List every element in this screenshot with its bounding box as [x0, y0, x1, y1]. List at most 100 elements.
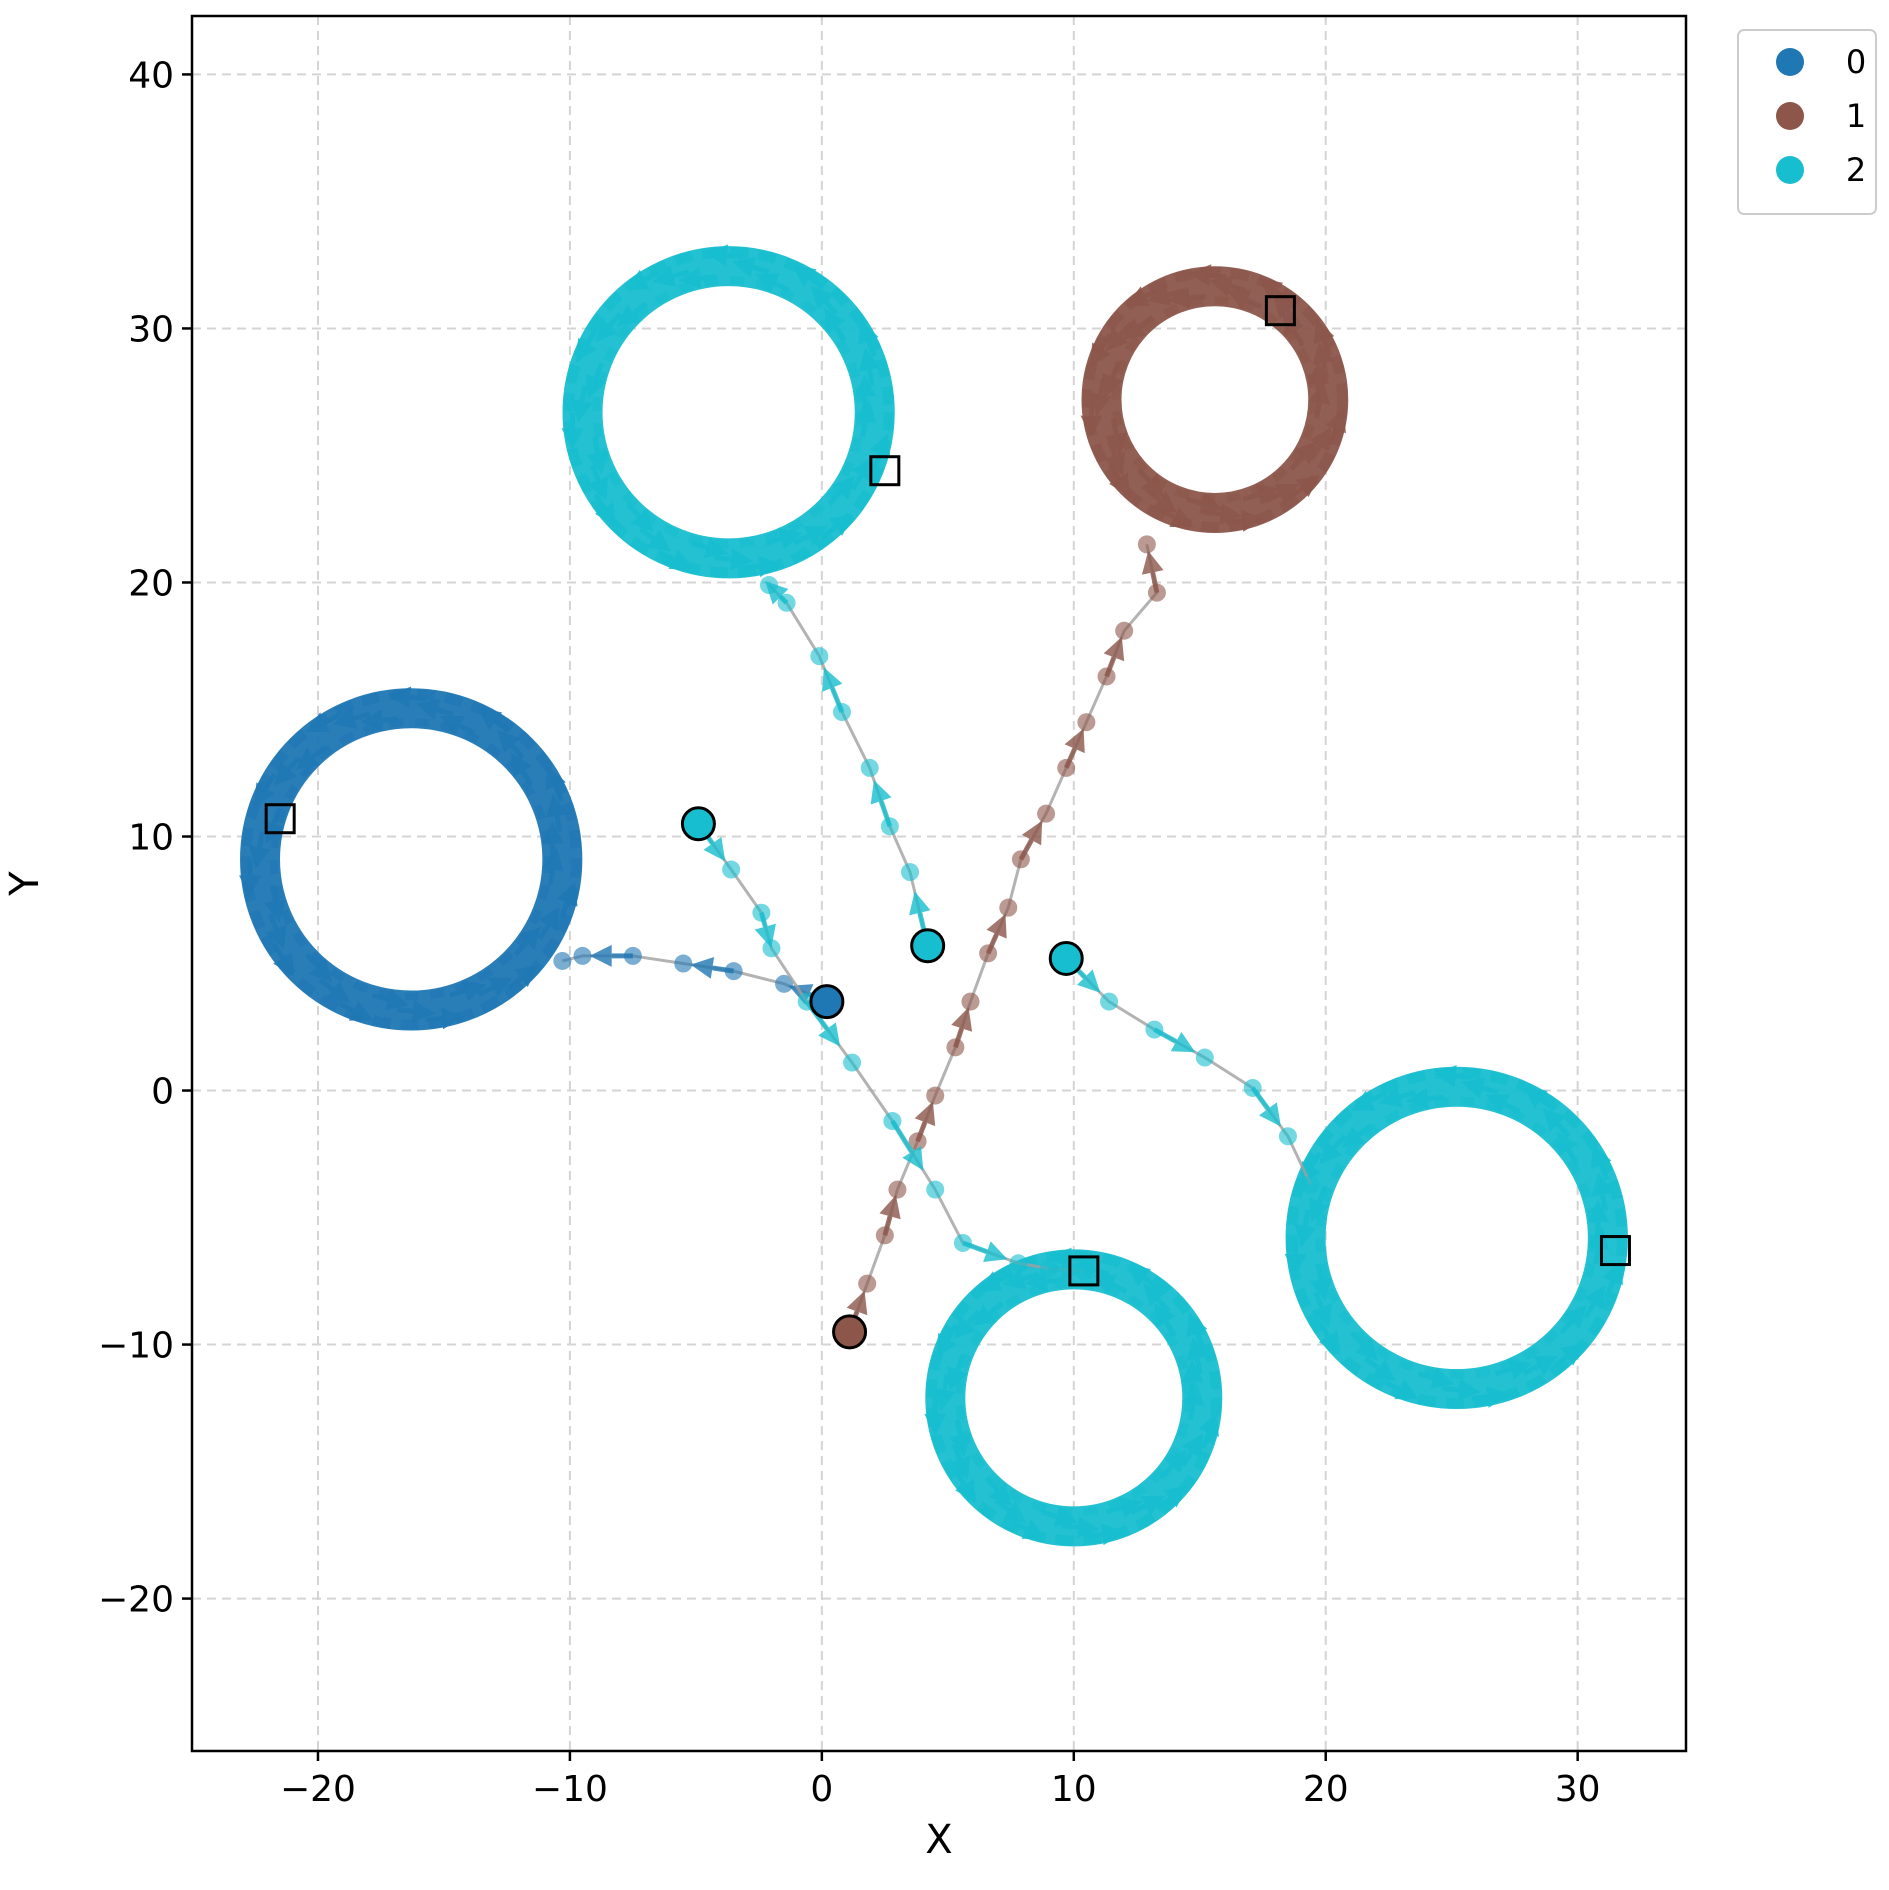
trajectory-arrow — [914, 1101, 936, 1143]
orbit-arrow-shaft — [859, 421, 868, 438]
orbit-arrow-head — [295, 747, 320, 770]
orbit-arrow — [586, 436, 609, 475]
orbit-arrow-head — [1590, 1144, 1612, 1169]
orbit-arrow-head — [1164, 1449, 1187, 1474]
trajectory-arrow — [754, 912, 776, 948]
trajectory-arrow-shaft — [1063, 747, 1077, 769]
trajectory-arrow — [1048, 1258, 1085, 1281]
orbit-arrow — [792, 264, 825, 290]
orbit-arrow — [1583, 1285, 1606, 1319]
orbit-arrow-head — [1559, 1343, 1585, 1366]
orbit-arrow — [639, 526, 671, 552]
trajectory-point — [1137, 535, 1156, 554]
orbit-fringe-outer — [563, 247, 894, 578]
orbit-arrow — [1591, 1172, 1614, 1211]
orbit-arrow — [239, 859, 262, 898]
orbit-arrow — [732, 256, 770, 278]
orbit-arrow-head — [1486, 1385, 1510, 1408]
orbit-arrow — [949, 1443, 971, 1480]
x-tick-label: −10 — [532, 1769, 608, 1810]
orbit-arrow — [984, 1476, 1012, 1506]
orbit-arrow — [1167, 287, 1206, 310]
x-tick-label: 20 — [1303, 1769, 1349, 1810]
orbit-arrow-shaft — [520, 770, 534, 787]
y-axis-label: Y — [2, 871, 48, 897]
orbit-arrow-head — [1186, 1336, 1208, 1361]
orbit-arrow — [511, 752, 534, 787]
orbit-arrow — [546, 794, 568, 833]
orbit-arrow-shaft — [305, 952, 320, 968]
orbit-arrow — [1313, 319, 1335, 356]
orbit-arrow — [821, 513, 854, 539]
orbit-arrow — [953, 1469, 977, 1504]
orbit-arrow-shaft — [996, 1271, 1014, 1284]
orbit-arrow-head — [1355, 1337, 1379, 1362]
y-tick-label: −20 — [98, 1580, 174, 1621]
orbit-arrow — [1025, 1270, 1064, 1293]
orbit-arrow-shaft — [953, 1469, 967, 1486]
orbit-arrow-shaft — [1313, 1291, 1324, 1309]
orbit-arrow-head — [1313, 319, 1335, 345]
trajectory-arrow — [951, 1007, 973, 1049]
orbit-arrow-shaft — [792, 533, 810, 546]
orbit-arrow-shaft — [318, 978, 335, 992]
orbit-arrow-shaft — [1539, 1097, 1556, 1112]
orbit-arrow-head — [462, 980, 487, 1002]
orbit-arrow-shaft — [1471, 1394, 1488, 1401]
trajectory-arrow-shaft — [953, 1027, 965, 1049]
orbit-arrow-head — [1284, 1253, 1307, 1276]
trajectory-arrow-head — [1021, 820, 1043, 846]
orbit-arrow-shaft — [632, 301, 649, 316]
orbit-arrow — [1086, 1523, 1125, 1546]
orbit-arrow-head — [933, 1387, 956, 1412]
orbit-arrow-shaft — [742, 563, 760, 571]
orbit-arrow — [1308, 381, 1331, 420]
orbit-arrow — [497, 729, 525, 760]
orbit-arrow-shaft — [1138, 315, 1155, 329]
orbit-arrow-shaft — [951, 1443, 963, 1461]
orbit-arrow-shaft — [1494, 1366, 1512, 1377]
orbit-arrow-head — [1255, 484, 1280, 506]
orbit-arrow — [1417, 1367, 1455, 1389]
trajectory-arrow-head — [986, 914, 1007, 939]
orbit-arrow — [593, 493, 616, 527]
orbit-arrow-head — [1186, 1312, 1208, 1337]
orbit-arrow-shaft — [1107, 463, 1121, 480]
orbit-arrow — [305, 712, 341, 733]
orbit-arrow — [1350, 1331, 1379, 1362]
orbit-arrow-head — [803, 526, 828, 546]
orbit-arrow-head — [1405, 1087, 1429, 1110]
orbit-arrow-shaft — [1314, 402, 1322, 420]
orbit-arrow — [947, 1354, 968, 1391]
orbit-arrow-head — [239, 875, 262, 898]
orbit-arrow — [1107, 463, 1130, 497]
orbit-arrow-shaft — [643, 270, 661, 282]
orbit-arrow — [714, 548, 753, 571]
orbit-arrow-head — [757, 555, 781, 578]
trajectory-point — [999, 898, 1018, 917]
trajectory-arrow — [690, 957, 735, 979]
orbit-arrow-head — [541, 821, 564, 844]
orbit-arrow-shaft — [1350, 1331, 1366, 1347]
orbit-arrow-shaft — [1106, 439, 1118, 457]
trajectory-arrow-head — [589, 944, 612, 967]
orbit-arrow — [1226, 290, 1263, 310]
trajectory-point — [1115, 621, 1134, 640]
trajectory-arrow — [985, 914, 1007, 955]
trajectory-arrow-head — [765, 581, 789, 605]
orbit-arrow-shaft — [866, 369, 875, 386]
orbit-arrow — [1209, 275, 1247, 297]
trajectory-arrow-head — [1077, 969, 1101, 993]
orbit-arrow-head — [1105, 432, 1128, 456]
orbit-arrow — [1242, 484, 1280, 506]
orbit-arrow-shaft — [1110, 361, 1121, 379]
orbit-arrow-shaft — [1111, 1282, 1128, 1295]
orbit-arrow — [1180, 1433, 1204, 1467]
orbit-arrow-head — [1125, 286, 1151, 307]
orbit-arrow-head — [705, 244, 729, 267]
orbit-arrow-head — [972, 1304, 997, 1327]
orbit-arrow-shaft — [954, 1419, 963, 1436]
y-tick-label: 10 — [128, 818, 174, 859]
orbit-arrow — [1284, 1237, 1307, 1276]
